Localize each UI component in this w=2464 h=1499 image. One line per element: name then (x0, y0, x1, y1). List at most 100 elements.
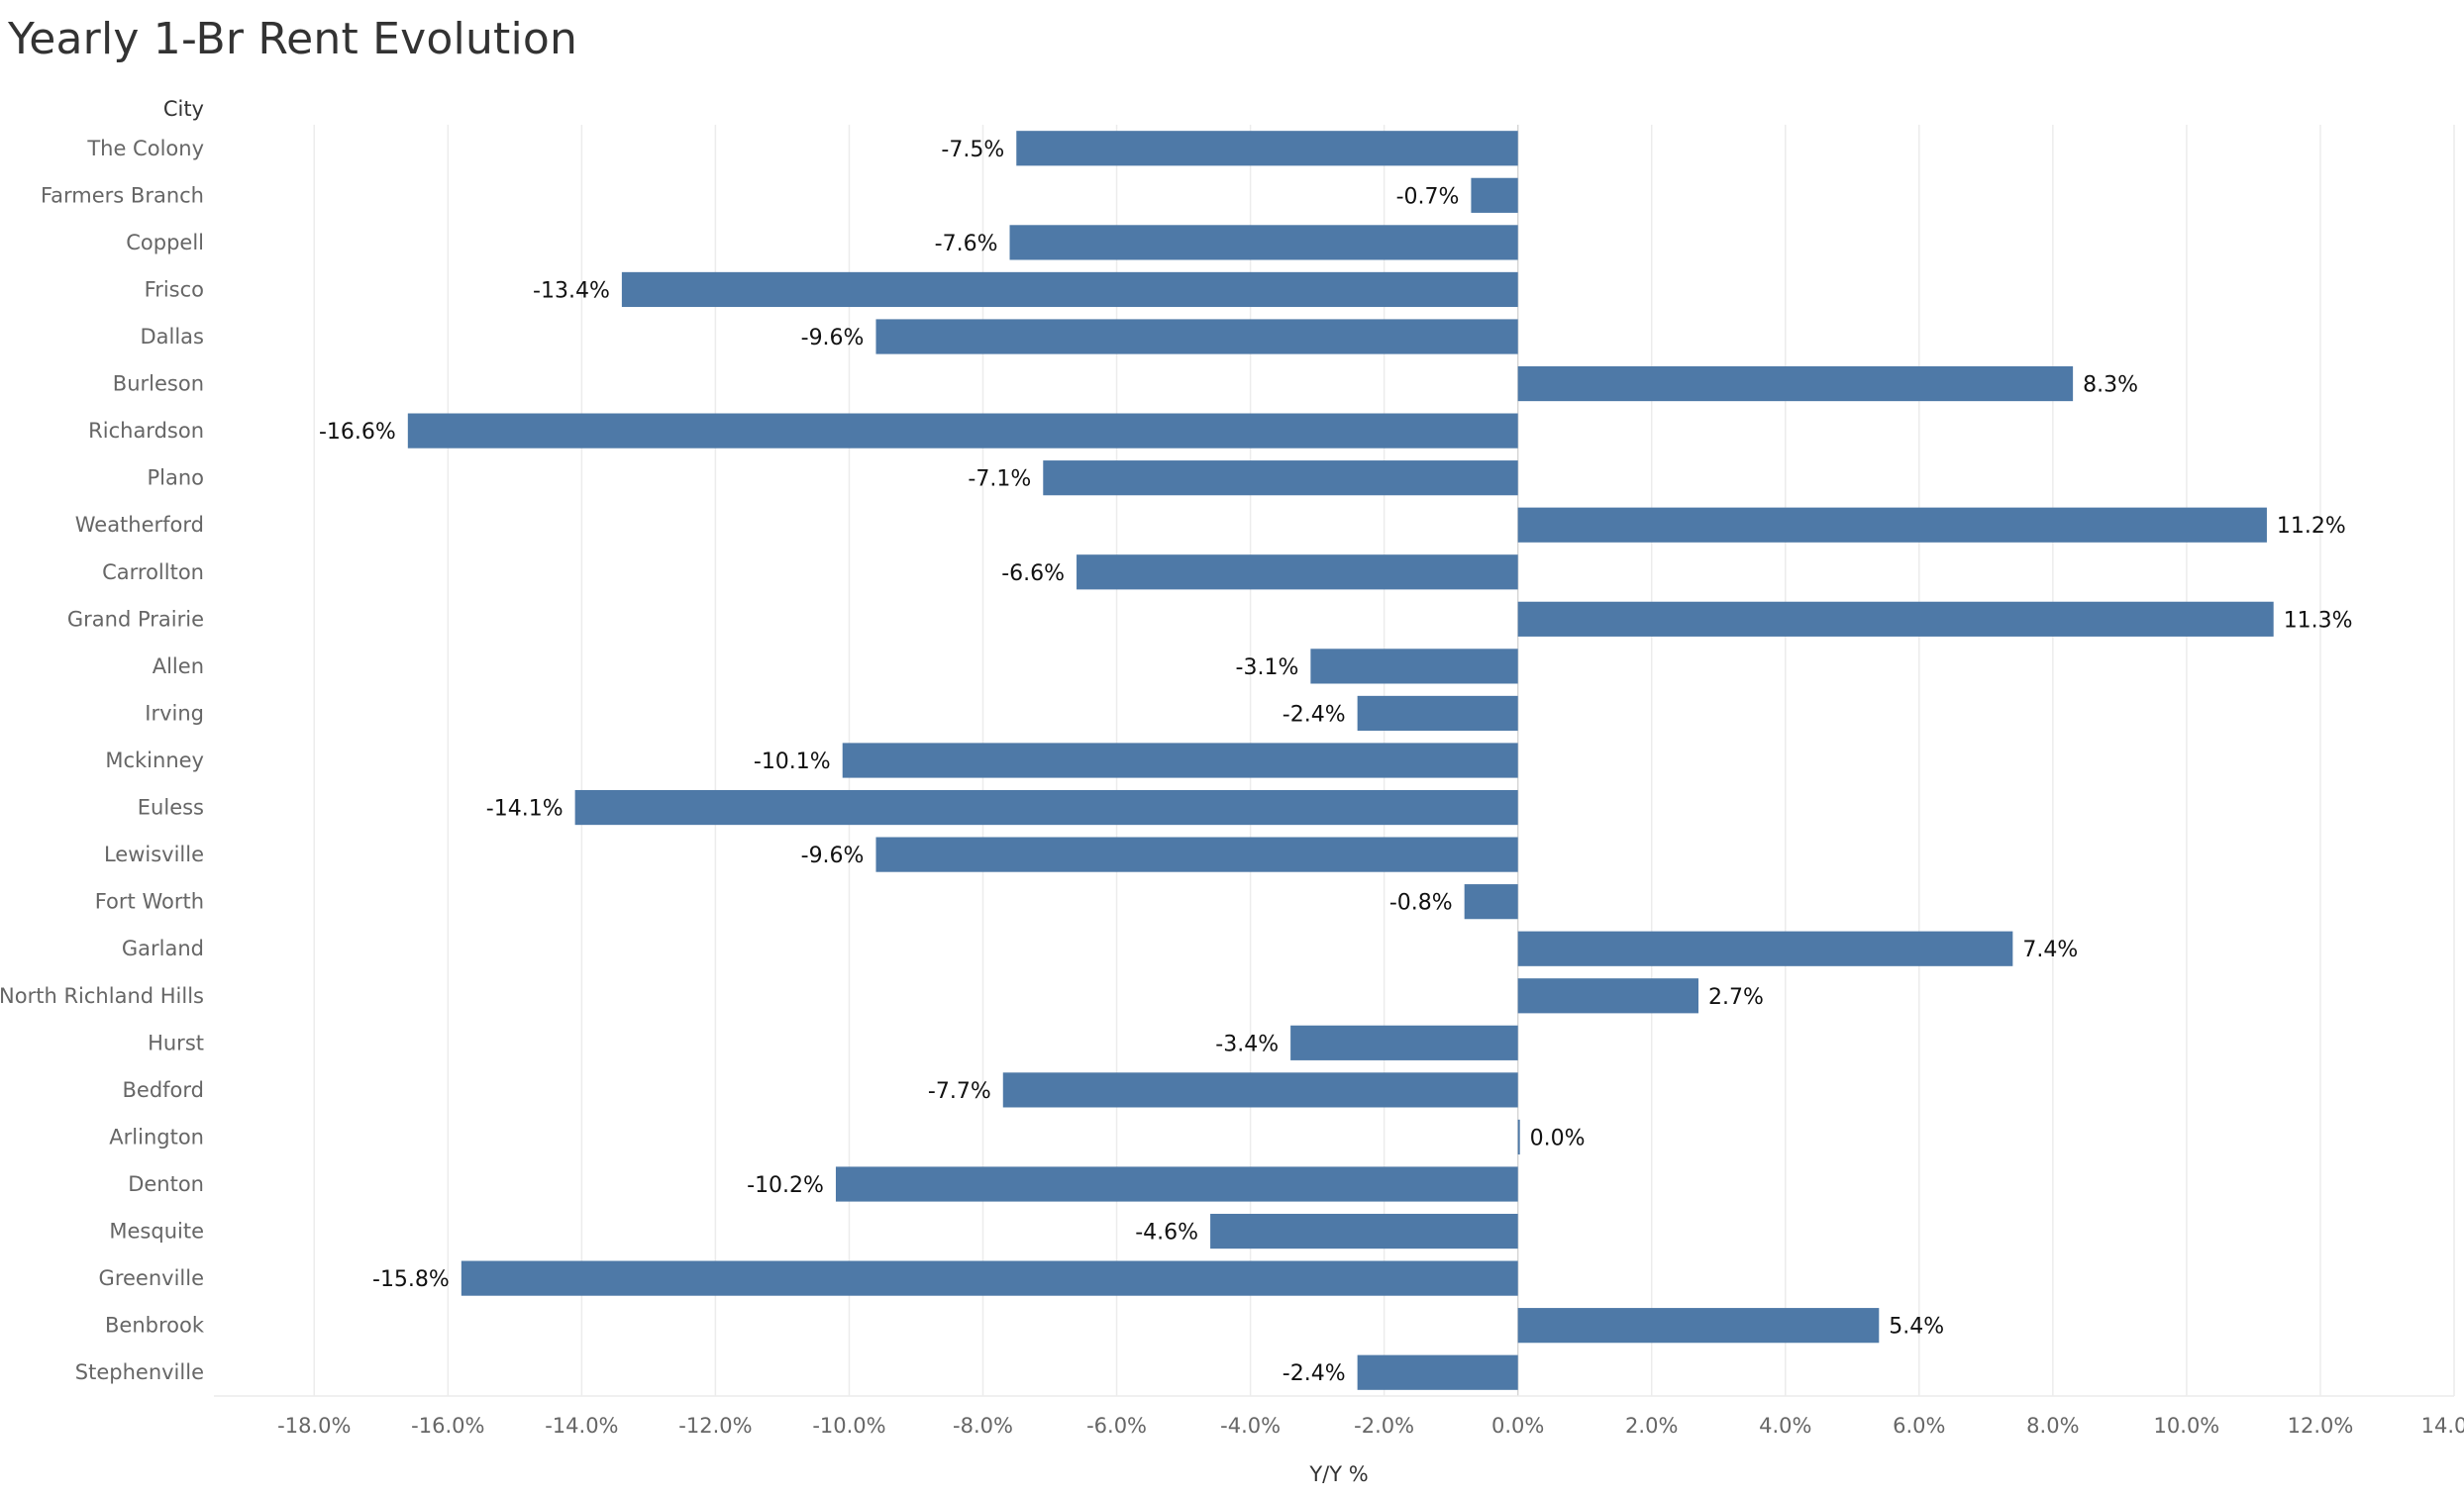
category-label-carrollton: Carrollton (102, 560, 204, 584)
x-tick-label: 12.0% (2288, 1414, 2354, 1438)
bar-farmers-branch[interactable] (1471, 177, 1518, 213)
category-label-north-richland-hills: North Richland Hills (0, 984, 204, 1008)
category-label-grand-prairie: Grand Prairie (67, 607, 204, 631)
bar-lewisville[interactable] (875, 837, 1518, 872)
data-label-mesquite: -4.6% (1135, 1221, 1198, 1246)
category-label-bedford: Bedford (123, 1078, 205, 1102)
bar-mckinney[interactable] (842, 743, 1518, 778)
data-label-allen: -3.1% (1236, 655, 1299, 680)
category-label-burleson: Burleson (113, 372, 204, 396)
bar-arlington[interactable] (1517, 1119, 1520, 1155)
category-label-arlington: Arlington (109, 1125, 204, 1149)
data-label-coppell: -7.6% (935, 232, 998, 256)
bar-hurst[interactable] (1290, 1025, 1518, 1060)
data-label-irving: -2.4% (1283, 702, 1346, 727)
data-label-euless: -14.1% (486, 797, 564, 822)
data-label-arlington: 0.0% (1530, 1126, 1586, 1150)
chart-title: Yearly 1-Br Rent Evolution (8, 14, 578, 64)
category-labels: The Colony Farmers Branch Coppell Frisco Dal… (0, 137, 205, 1384)
category-label-mckinney: Mckinney (105, 749, 204, 772)
data-label-weatherford: 11.2% (2277, 514, 2346, 539)
data-label-plano: -7.1% (968, 467, 1031, 492)
category-label-fort-worth: Fort Worth (95, 890, 204, 914)
x-tick-label: -8.0% (953, 1414, 1013, 1438)
data-label-grand-prairie: 11.3% (2284, 608, 2353, 633)
x-tick-label: -14.0% (545, 1414, 618, 1438)
category-label-garland: Garland (122, 937, 204, 960)
category-label-the-colony: The Colony (86, 137, 204, 160)
bar-the-colony[interactable] (1016, 131, 1518, 166)
bar-stephenville[interactable] (1357, 1354, 1518, 1390)
data-label-north-richland-hills: 2.7% (1708, 985, 1764, 1010)
x-tick-label: -16.0% (411, 1414, 484, 1438)
bar-burleson[interactable] (1517, 365, 2074, 402)
bar-benbrook[interactable] (1517, 1308, 1880, 1344)
data-label-fort-worth: -0.8% (1389, 891, 1453, 916)
category-label-allen: Allen (153, 654, 204, 678)
x-tick-label: -2.0% (1354, 1414, 1414, 1438)
x-tick-label: -10.0% (812, 1414, 885, 1438)
x-axis-ticks: -18.0% -16.0% -14.0% -12.0% -10.0% -8.0% -6.0%… (277, 1414, 2464, 1438)
category-label-plano: Plano (147, 466, 204, 490)
x-axis-title: Y/Y % (1308, 1462, 1368, 1486)
category-label-lewisville: Lewisville (104, 843, 204, 866)
bar-carrollton[interactable] (1077, 554, 1518, 590)
bar-richardson[interactable] (407, 413, 1518, 449)
bar-north-richland-hills[interactable] (1517, 978, 1698, 1014)
category-label-greenville: Greenville (99, 1266, 204, 1290)
x-tick-label: -12.0% (678, 1414, 752, 1438)
bar-dallas[interactable] (875, 319, 1518, 354)
data-label-mckinney: -10.1% (754, 750, 831, 774)
category-label-mesquite: Mesquite (109, 1220, 204, 1244)
data-label-stephenville: -2.4% (1283, 1361, 1346, 1386)
category-label-richardson: Richardson (88, 419, 204, 443)
category-label-stephenville: Stephenville (75, 1360, 204, 1384)
category-label-irving: Irving (145, 701, 204, 725)
x-tick-label: -18.0% (277, 1414, 351, 1438)
x-tick-label: 10.0% (2154, 1414, 2220, 1438)
x-tick-label: 4.0% (1759, 1414, 1811, 1438)
bar-coppell[interactable] (1009, 225, 1518, 260)
x-tick-label: 6.0% (1893, 1414, 1945, 1438)
data-label-hurst: -3.4% (1215, 1032, 1279, 1056)
bar-grand-prairie[interactable] (1517, 601, 2274, 637)
bar-plano[interactable] (1043, 460, 1518, 496)
data-label-garland: 7.4% (2022, 938, 2078, 962)
x-tick-label: 0.0% (1491, 1414, 1544, 1438)
data-label-frisco: -13.4% (533, 278, 610, 303)
x-tick-label: 8.0% (2026, 1414, 2079, 1438)
data-label-denton: -10.2% (747, 1173, 824, 1198)
bar-irving[interactable] (1357, 695, 1518, 732)
bar-allen[interactable] (1310, 649, 1518, 684)
data-label-benbrook: 5.4% (1889, 1315, 1944, 1340)
bars (407, 131, 2274, 1390)
category-label-dallas: Dallas (140, 325, 204, 349)
data-label-dallas: -9.6% (801, 326, 865, 350)
category-header: City (163, 97, 204, 121)
bar-mesquite[interactable] (1210, 1213, 1518, 1249)
category-label-benbrook: Benbrook (105, 1314, 205, 1338)
bar-euless[interactable] (574, 789, 1518, 826)
bar-frisco[interactable] (621, 271, 1518, 308)
bar-weatherford[interactable] (1517, 507, 2267, 543)
category-label-hurst: Hurst (148, 1031, 204, 1054)
data-label-greenville: -15.8% (372, 1267, 450, 1292)
x-tick-label: 2.0% (1625, 1414, 1678, 1438)
x-tick-label: -6.0% (1086, 1414, 1147, 1438)
data-label-burleson: 8.3% (2083, 373, 2138, 398)
bar-greenville[interactable] (461, 1260, 1518, 1296)
data-label-farmers-branch: -0.7% (1396, 184, 1460, 209)
data-label-the-colony: -7.5% (941, 138, 1004, 162)
data-label-lewisville: -9.6% (801, 844, 865, 868)
bar-denton[interactable] (835, 1166, 1518, 1202)
x-tick-label: -4.0% (1220, 1414, 1281, 1438)
category-label-euless: Euless (138, 796, 204, 820)
bar-bedford[interactable] (1002, 1072, 1518, 1108)
category-label-farmers-branch: Farmers Branch (41, 183, 204, 207)
bar-garland[interactable] (1517, 931, 2013, 966)
data-label-richardson: -16.6% (319, 420, 396, 445)
category-label-weatherford: Weatherford (75, 513, 204, 537)
bar-fort-worth[interactable] (1464, 884, 1518, 920)
category-label-coppell: Coppell (126, 231, 204, 254)
